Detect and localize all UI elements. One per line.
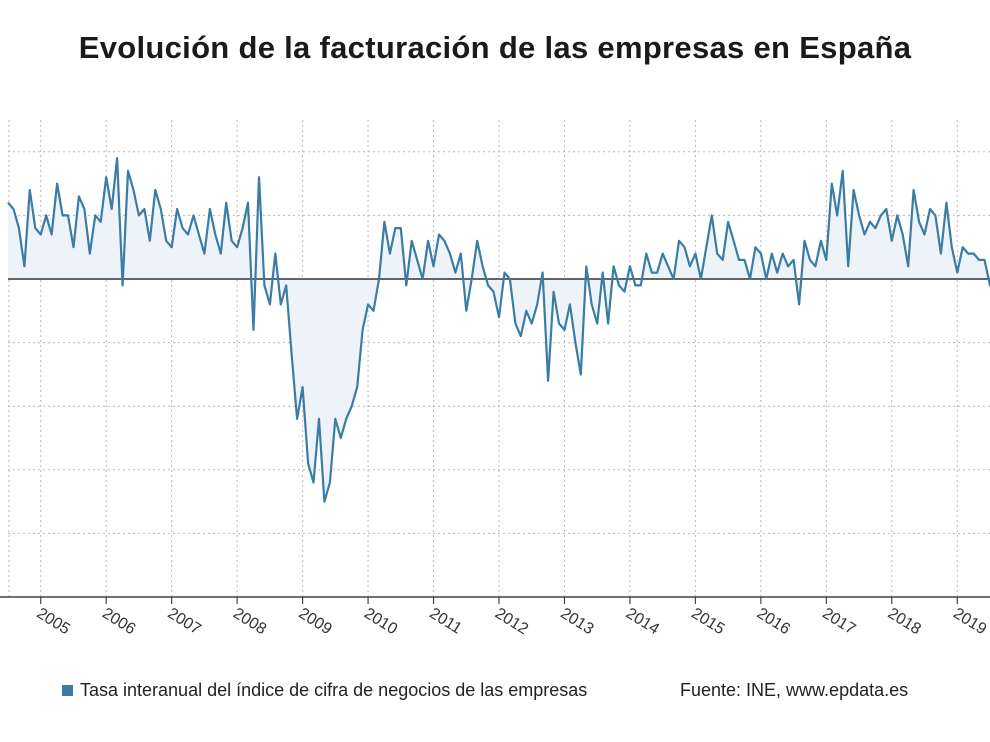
x-tick-label: 2009 bbox=[295, 605, 334, 638]
legend-swatch bbox=[62, 685, 73, 696]
x-tick-label: 2011 bbox=[426, 605, 464, 638]
x-tick-label: 2014 bbox=[623, 605, 662, 638]
x-tick-label: 2016 bbox=[754, 605, 793, 638]
x-tick-label: 2008 bbox=[230, 605, 269, 638]
x-tick-label: 2015 bbox=[688, 605, 727, 638]
x-tick-label: 2013 bbox=[557, 605, 596, 638]
x-tick-label: 2019 bbox=[950, 605, 989, 638]
series-area bbox=[8, 158, 990, 502]
x-tick-label: 2010 bbox=[361, 605, 400, 638]
x-tick-label: 2007 bbox=[165, 605, 204, 638]
source-note: Fuente: INE, www.epdata.es bbox=[680, 680, 909, 700]
x-tick-label: 2018 bbox=[885, 605, 924, 638]
x-tick-label: 2005 bbox=[34, 605, 73, 638]
x-tick-label: 2006 bbox=[99, 605, 138, 638]
legend: Tasa interanual del índice de cifra de n… bbox=[62, 680, 587, 701]
legend-label: Tasa interanual del índice de cifra de n… bbox=[80, 680, 588, 700]
series-line bbox=[7, 157, 990, 503]
x-axis-ticks: 2005 2006 2007 2008 2009 2010 2011 2012 2013 2014… bbox=[34, 597, 989, 638]
x-tick-label: 2017 bbox=[819, 605, 858, 638]
chart-title: Evolución de la facturación de las empre… bbox=[78, 30, 912, 65]
x-tick-label: 2012 bbox=[492, 605, 531, 638]
